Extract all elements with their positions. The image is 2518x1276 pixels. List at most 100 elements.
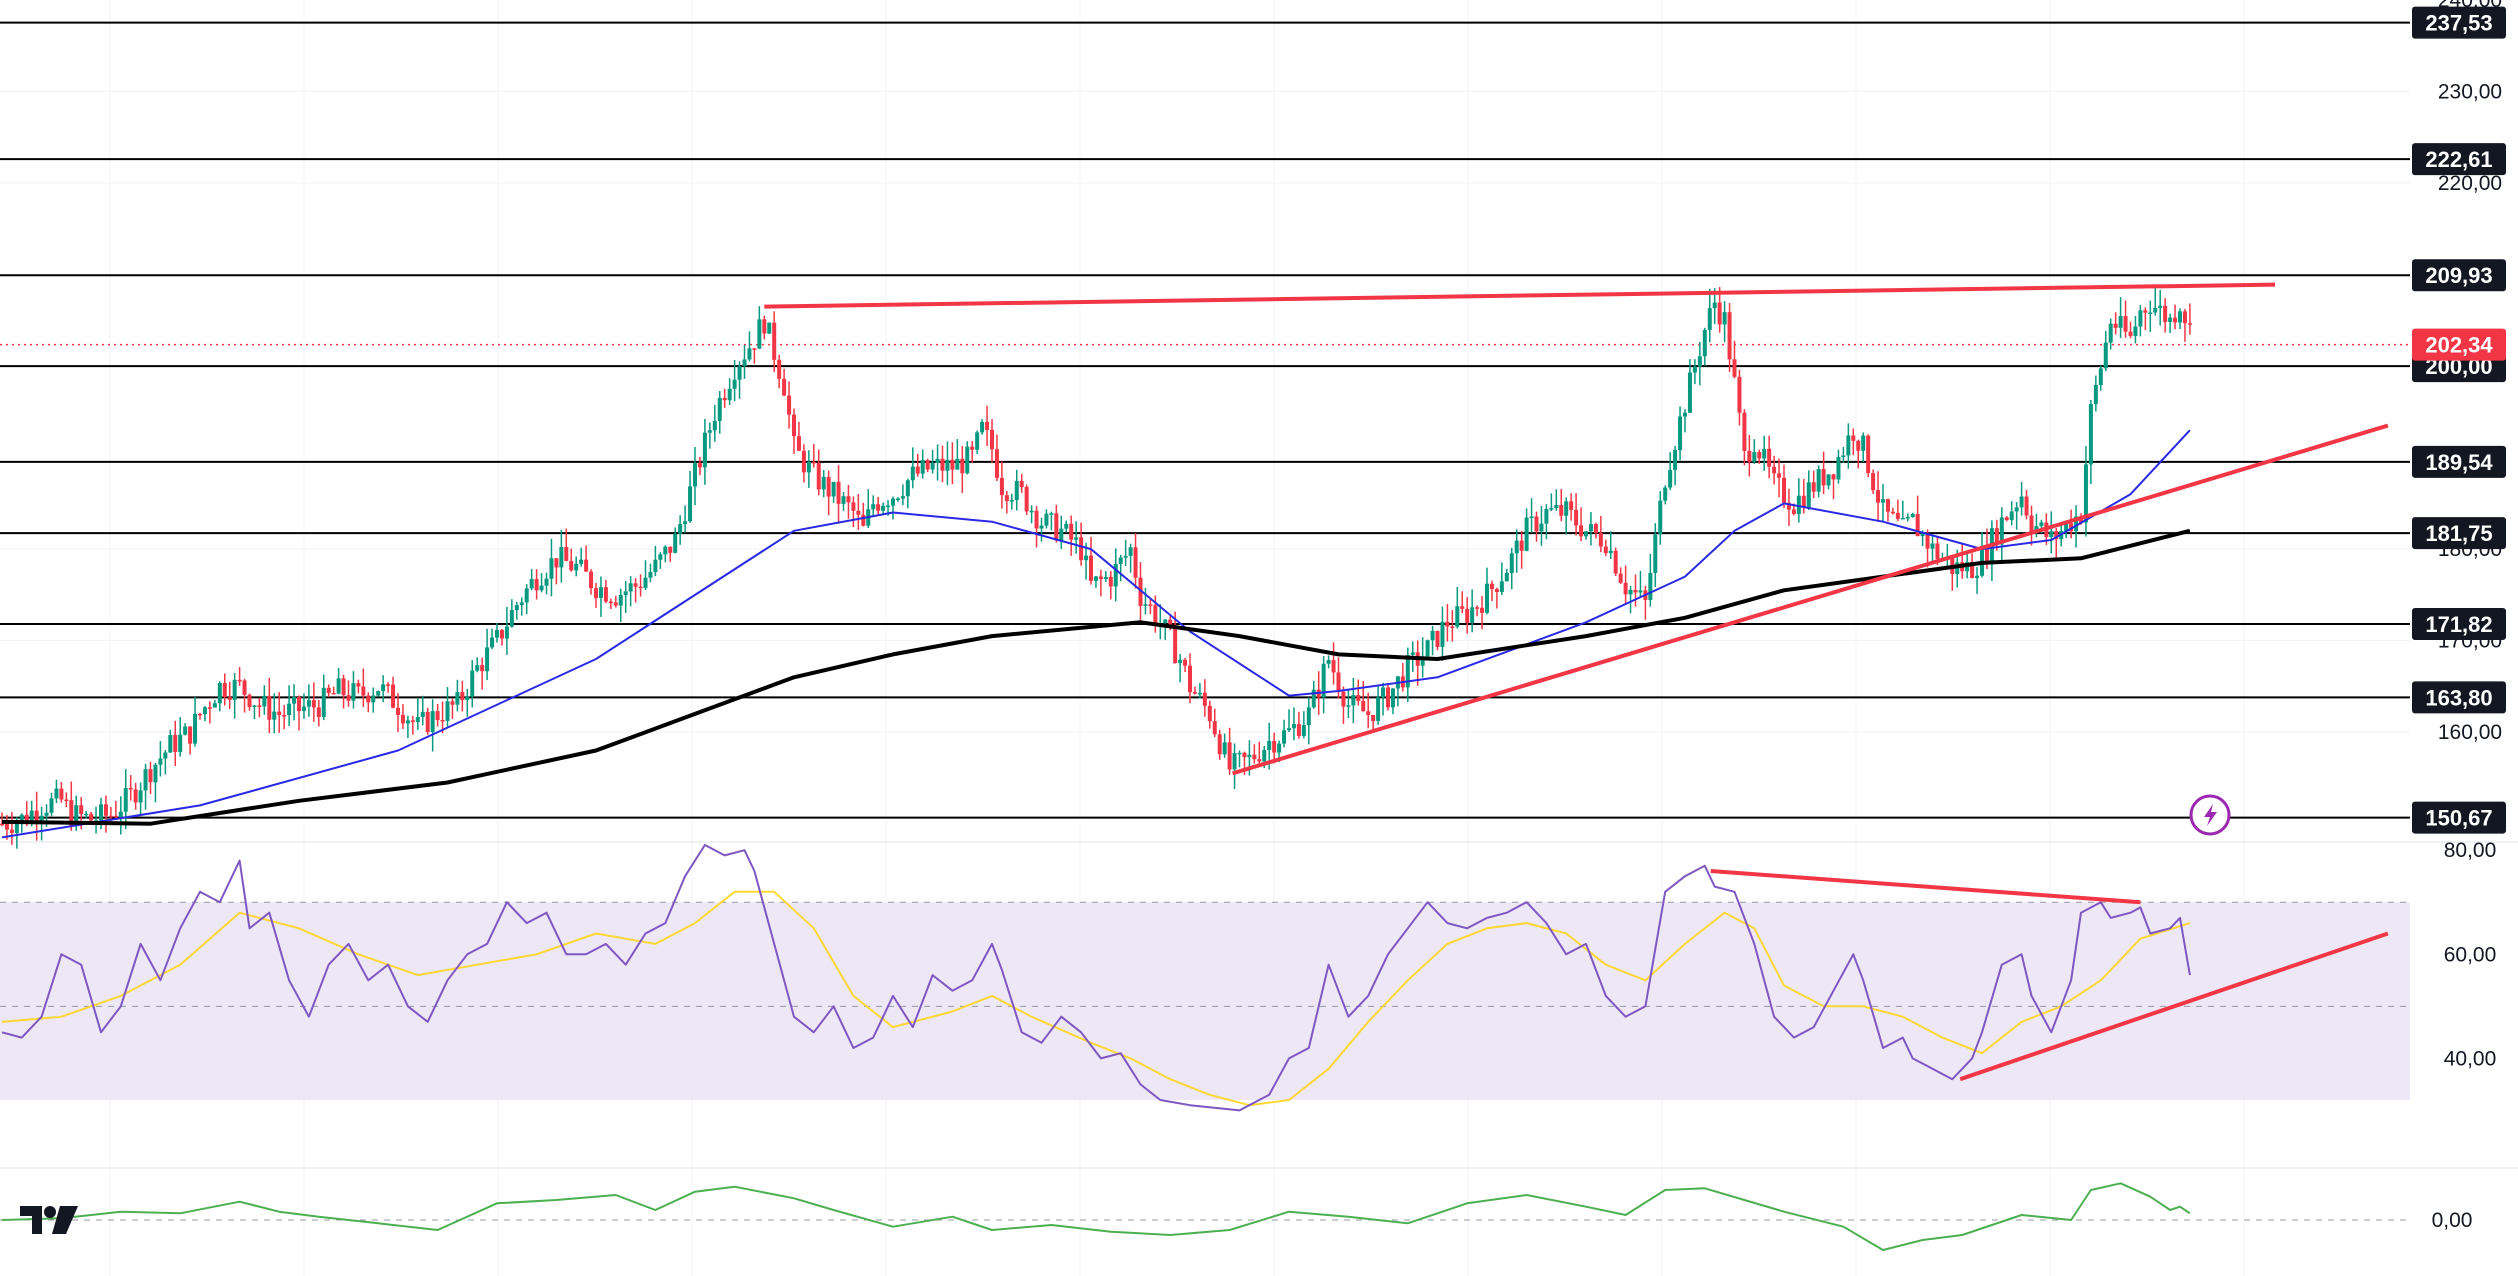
candle-down [1168, 619, 1173, 628]
candle-down [1183, 659, 1188, 666]
candle-up [376, 691, 381, 696]
candle-up [1222, 742, 1227, 755]
candle-up [1103, 576, 1108, 579]
level-badge-label: 171,82 [2425, 612, 2492, 637]
candle-up [2178, 311, 2182, 323]
tradingview-logo-icon[interactable] [20, 1206, 78, 1234]
candle-down [207, 707, 212, 709]
candle-up [514, 605, 519, 611]
candle-up [405, 720, 410, 724]
candle-up [351, 683, 356, 701]
candle-up [2093, 385, 2098, 405]
candle-up [1881, 499, 1885, 503]
candle-down [113, 815, 118, 818]
candle-up [688, 486, 693, 522]
candle-down [2113, 323, 2118, 328]
candle-up [84, 813, 89, 816]
candle-down [1757, 452, 1762, 459]
candle-up [1910, 513, 1915, 518]
candle-down [861, 514, 866, 526]
level-badge [2412, 607, 2506, 640]
candle-down [782, 378, 787, 396]
lightning-icon[interactable] [2189, 794, 2231, 836]
candle-down [480, 665, 485, 672]
candle-down [569, 560, 574, 571]
candle-down [435, 711, 440, 721]
candle-up [19, 814, 24, 823]
candle-down [1024, 486, 1029, 512]
candle-up [490, 637, 495, 648]
candle-up [415, 716, 420, 723]
candle-down [1866, 435, 1871, 474]
candle-up [683, 521, 688, 525]
candle-up [1752, 452, 1757, 462]
candle-down [331, 692, 336, 695]
candle-up [2098, 368, 2103, 386]
candle-down [1732, 359, 1737, 377]
candle-up [1861, 435, 1866, 451]
candle-up [1841, 455, 1846, 458]
candle-up [529, 579, 534, 589]
candle-down [1742, 412, 1747, 451]
candle-down [1098, 576, 1103, 579]
candle-down [1217, 734, 1222, 755]
level-badge [2412, 681, 2506, 714]
candle-up [579, 559, 584, 564]
candle-up [895, 498, 900, 501]
candle-down [1895, 512, 1900, 519]
rsi-pane [1, 844, 2389, 1112]
candle-up [1638, 590, 1643, 593]
candle-up [737, 366, 742, 380]
candle-up [1049, 513, 1054, 515]
candle-up [524, 588, 529, 603]
candle-up [1197, 692, 1202, 695]
candle-up [49, 798, 54, 813]
candle-down [247, 694, 252, 708]
candle-down [1717, 302, 1722, 325]
candle-down [970, 446, 975, 450]
candle-down [450, 701, 455, 705]
candle-up [1410, 652, 1415, 655]
candle-down [1475, 607, 1480, 609]
candle-down [1856, 440, 1861, 451]
candle-up [712, 420, 717, 431]
candle-up [193, 713, 198, 744]
candle-up [1554, 505, 1559, 509]
candle-up [1039, 525, 1044, 529]
candle-up [287, 703, 292, 716]
candle-up [1975, 575, 1980, 579]
candle-down [534, 579, 539, 591]
candle-down [1851, 435, 1856, 441]
candle-down [0, 823, 4, 826]
candle-up [1346, 705, 1351, 707]
candle-up [727, 388, 732, 401]
candle-down [613, 602, 618, 606]
candle-down [1371, 714, 1376, 721]
candle-down [638, 586, 643, 589]
candle-up [732, 379, 737, 389]
candle-up [99, 804, 103, 821]
candle-up [306, 700, 311, 707]
candle-down [128, 787, 133, 790]
candle-down [1108, 576, 1113, 587]
candle-down [69, 800, 74, 827]
candle-up [455, 692, 460, 705]
candle-down [1494, 588, 1499, 592]
candle-down [603, 587, 608, 602]
candle-up [1999, 517, 2004, 545]
candle-up [1430, 630, 1435, 641]
candle-up [1846, 435, 1851, 456]
candle-up [2138, 310, 2143, 327]
candle-up [1539, 523, 1544, 532]
candle-up [183, 726, 188, 735]
candle-down [851, 502, 856, 511]
candle-down [1801, 495, 1806, 508]
candle-down [2128, 331, 2133, 336]
rsi-tick-label: 40,00 [2444, 1047, 2497, 1070]
candle-down [792, 414, 796, 437]
candle-up [658, 554, 663, 560]
candle-up [920, 460, 925, 474]
candle-up [1237, 752, 1242, 755]
candle-down [133, 789, 138, 803]
